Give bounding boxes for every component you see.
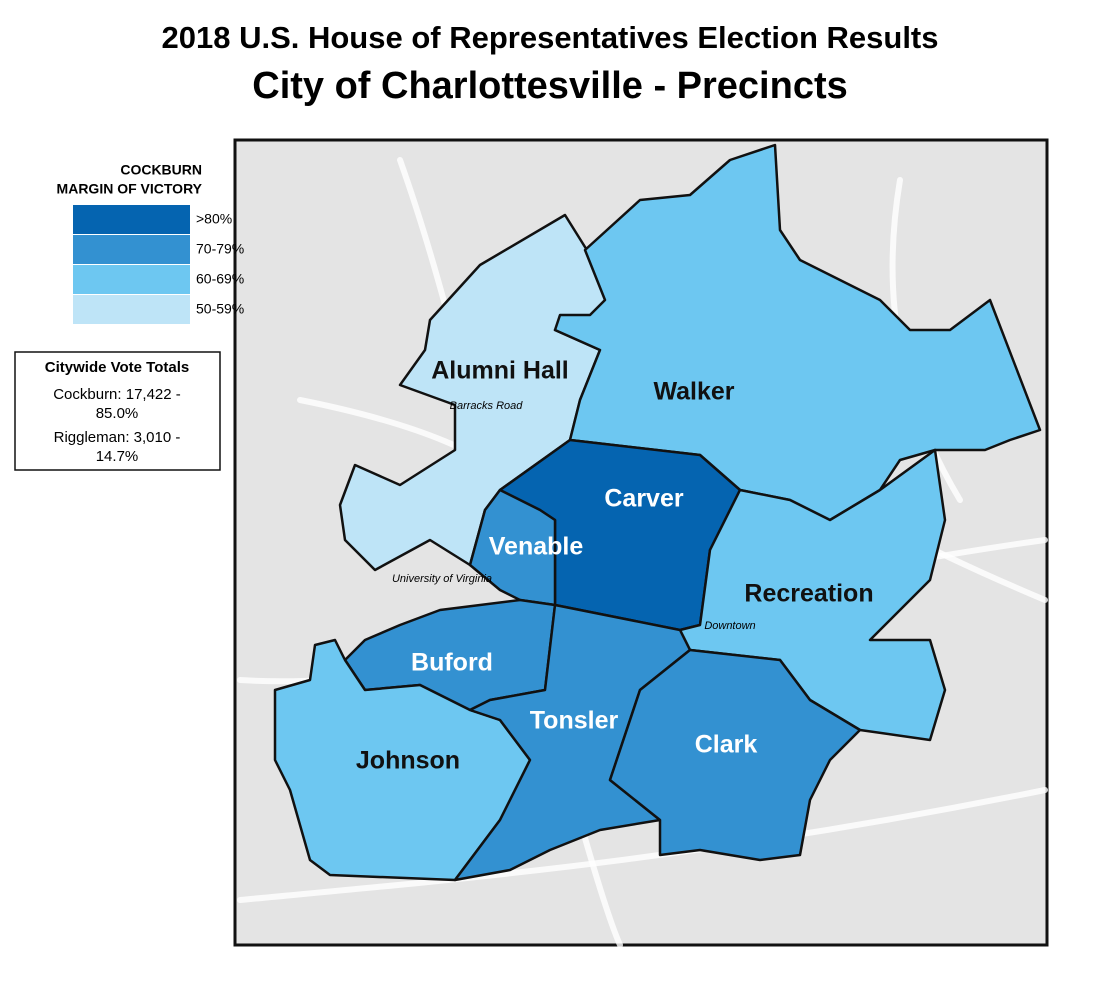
totals-line: Riggleman: 3,010 - (54, 429, 181, 446)
place-label: Barracks Road (450, 400, 524, 412)
place-label: University of Virginia (392, 573, 492, 585)
totals-title: Citywide Vote Totals (45, 359, 189, 376)
precinct-label: Johnson (356, 747, 460, 775)
precinct-label: Alumni Hall (431, 357, 569, 385)
place-label: Downtown (704, 620, 755, 632)
totals-line: 14.7% (96, 448, 139, 465)
precinct-label: Tonsler (530, 707, 619, 735)
legend-swatch (73, 205, 190, 234)
precinct-label: Walker (653, 378, 734, 406)
precinct-label: Clark (695, 731, 758, 759)
legend-swatch (73, 235, 190, 264)
legend: COCKBURN MARGIN OF VICTORY >80% 70-79% 60-… (57, 162, 244, 324)
legend-label: 50-59% (196, 301, 244, 317)
legend-label: >80% (196, 211, 232, 227)
subtitle: City of Charlottesville - Precincts (252, 65, 848, 107)
precinct-label: Recreation (744, 580, 873, 608)
precinct-clark (608, 648, 862, 862)
totals-line: Cockburn: 17,422 - (53, 386, 181, 403)
precinct-labels: Alumni Hall Walker Carver Venable Recrea… (356, 357, 874, 775)
legend-label: 70-79% (196, 241, 244, 257)
precinct-label: Venable (489, 533, 584, 561)
title: 2018 U.S. House of Representatives Elect… (162, 20, 939, 55)
legend-swatch (73, 295, 190, 324)
precincts (273, 143, 1042, 882)
totals-frame (14, 351, 221, 471)
legend-label: 60-69% (196, 271, 244, 287)
precinct-label: Buford (411, 649, 493, 677)
totals-box: Citywide Vote Totals Cockburn: 17,422 - … (14, 351, 221, 471)
legend-title: COCKBURN (120, 162, 202, 178)
legend-swatch (73, 265, 190, 294)
legend-title: MARGIN OF VICTORY (57, 181, 203, 197)
precinct-label: Carver (604, 485, 683, 513)
totals-line: 85.0% (96, 405, 139, 422)
